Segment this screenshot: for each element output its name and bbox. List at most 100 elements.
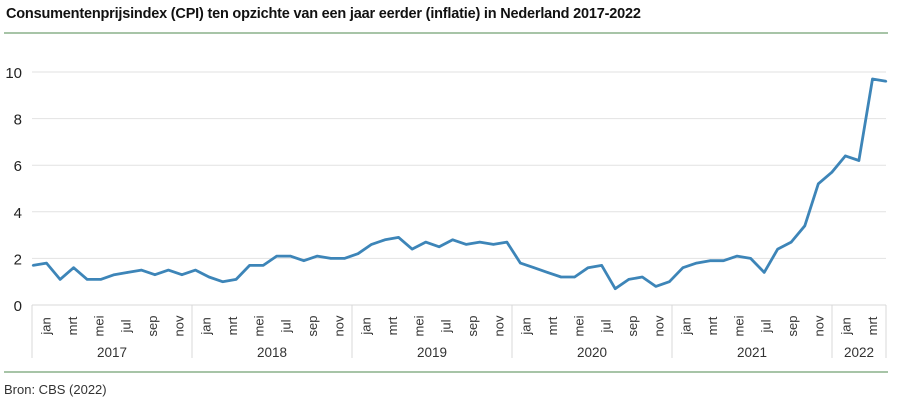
data-point — [410, 247, 414, 251]
data-point — [600, 264, 603, 267]
data-point — [519, 261, 522, 265]
data-point — [383, 238, 387, 241]
data-point — [58, 278, 62, 281]
data-point — [85, 278, 89, 281]
data-point — [180, 273, 184, 276]
data-point — [424, 240, 427, 244]
x-tick-label: nov — [652, 315, 667, 336]
data-point — [532, 266, 536, 269]
x-tick-label: sep — [305, 316, 320, 337]
data-point — [140, 268, 143, 272]
chart-title: Consumentenprijsindex (CPI) ten opzichte… — [6, 6, 641, 22]
year-label: 2022 — [844, 345, 874, 360]
x-tick-label: mei — [252, 315, 267, 336]
data-point — [790, 240, 793, 244]
year-label: 2018 — [257, 345, 287, 360]
x-tick-label: sep — [145, 316, 160, 337]
x-tick-label: mrt — [545, 316, 560, 335]
data-point — [668, 280, 671, 283]
data-point — [695, 261, 698, 265]
x-tick-label: jul — [758, 319, 773, 333]
data-point — [397, 236, 400, 239]
data-point — [194, 268, 197, 272]
data-point — [871, 77, 874, 81]
x-tick-label: mei — [412, 315, 427, 336]
data-point — [343, 257, 346, 260]
data-point — [573, 275, 576, 279]
data-point — [803, 224, 806, 227]
data-point — [113, 273, 116, 276]
data-point — [857, 159, 861, 162]
data-point — [167, 268, 170, 272]
data-point — [275, 254, 278, 258]
x-tick-label: jul — [278, 319, 293, 333]
y-tick-label: 0 — [14, 298, 22, 315]
x-tick-label: mrt — [705, 316, 720, 335]
x-tick-label: jul — [598, 319, 613, 333]
x-tick-label: sep — [465, 316, 480, 337]
x-tick-label: mrt — [65, 316, 80, 335]
year-label: 2021 — [737, 345, 767, 360]
data-point — [329, 257, 333, 260]
x-tick-label: mei — [92, 315, 107, 336]
data-point — [438, 245, 441, 248]
year-label: 2019 — [417, 345, 447, 360]
x-tick-label: mrt — [385, 316, 400, 335]
x-tick-label: mei — [572, 315, 587, 336]
data-point — [126, 271, 129, 274]
data-point — [465, 243, 468, 246]
data-point — [289, 254, 292, 258]
year-label: 2020 — [577, 345, 607, 360]
data-point — [45, 261, 48, 265]
y-tick-label: 8 — [14, 112, 22, 129]
data-point — [654, 285, 658, 288]
data-point — [153, 273, 157, 276]
data-point — [735, 254, 739, 258]
data-point — [302, 259, 305, 262]
data-point — [261, 264, 265, 267]
year-label: 2017 — [97, 345, 127, 360]
x-tick-label: jul — [118, 319, 133, 333]
data-point — [817, 182, 820, 186]
data-point — [586, 266, 590, 269]
data-point — [234, 278, 238, 281]
data-point — [681, 266, 685, 269]
data-point — [546, 271, 549, 274]
y-tick-label: 4 — [14, 205, 22, 222]
x-tick-label: jan — [518, 317, 533, 335]
data-point — [559, 275, 563, 279]
data-point — [884, 80, 888, 83]
data-point — [207, 275, 211, 279]
x-tick-label: jan — [38, 317, 53, 335]
x-tick-label: jan — [838, 317, 853, 335]
data-point — [614, 287, 617, 290]
x-tick-label: nov — [332, 315, 347, 336]
data-point — [627, 278, 630, 281]
x-tick-label: nov — [172, 315, 187, 336]
y-tick-label: 10 — [5, 65, 22, 82]
x-tick-label: nov — [492, 315, 507, 336]
data-point — [505, 240, 509, 244]
data-point — [749, 257, 752, 260]
x-tick-label: sep — [785, 316, 800, 337]
data-point — [478, 240, 482, 244]
data-point — [356, 252, 360, 255]
data-point — [722, 259, 725, 262]
data-point — [99, 278, 102, 281]
data-point — [844, 154, 847, 158]
y-tick-label: 6 — [14, 158, 22, 175]
data-point — [221, 280, 224, 283]
x-tick-label: sep — [625, 316, 640, 337]
source-note: Bron: CBS (2022) — [4, 382, 107, 397]
data-point — [762, 271, 766, 274]
data-point — [451, 238, 454, 241]
y-tick-label: 2 — [14, 251, 22, 268]
inflation-line — [32, 77, 887, 291]
data-point — [72, 266, 75, 269]
data-point — [31, 264, 35, 267]
x-tick-label: mei — [732, 315, 747, 336]
data-point — [370, 243, 373, 246]
data-point — [641, 275, 644, 279]
data-point — [708, 259, 712, 262]
